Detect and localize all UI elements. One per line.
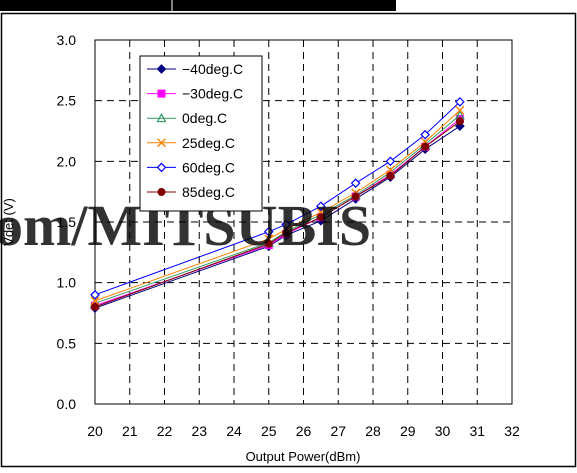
legend-marker (156, 64, 167, 74)
y-axis-label: Vdet (V) (1, 198, 16, 246)
x-tick-label: 28 (365, 423, 381, 439)
x-tick-label: 30 (435, 423, 451, 439)
y-tick-label: 2.5 (57, 93, 77, 109)
series-line (94, 110, 461, 302)
series-5 (91, 117, 464, 311)
data-point (264, 239, 273, 248)
data-point (90, 289, 100, 300)
x-tick-label: 31 (469, 423, 485, 439)
data-point (91, 302, 99, 311)
legend: −40deg.C −30deg.C 0deg.C 25deg.C 60deg.C 85de… (139, 55, 263, 212)
data-point (386, 171, 395, 180)
legend-entry: −40deg.C (147, 61, 243, 77)
legend-marker (157, 138, 166, 148)
x-tick-label: 23 (191, 423, 207, 439)
legend-label: 60deg.C (182, 159, 235, 175)
legend-label: 0deg.C (182, 110, 227, 126)
legend-marker (156, 112, 167, 123)
data-point (316, 201, 326, 212)
x-tick-label: 20 (87, 423, 103, 439)
x-tick-label: 22 (157, 423, 173, 439)
series-line (94, 114, 461, 304)
x-tick-label: 29 (400, 423, 416, 439)
legend-entry: 0deg.C (147, 110, 227, 126)
legend-entry: 25deg.C (147, 135, 235, 151)
series-4 (90, 97, 465, 300)
data-point (351, 192, 360, 201)
legend-label: −40deg.C (182, 61, 243, 77)
data-point (90, 296, 100, 306)
x-tick-label: 32 (504, 423, 520, 439)
x-tick-label: 25 (261, 423, 277, 439)
data-point (421, 142, 430, 151)
legend-label: 85deg.C (182, 184, 235, 200)
x-tick-label: 21 (122, 423, 138, 439)
data-point (455, 97, 465, 107)
y-tick-label: 2.0 (57, 153, 77, 169)
data-point (420, 129, 430, 140)
data-point (281, 219, 291, 230)
legend-entry: 85deg.C (147, 184, 235, 200)
y-tick-label: 1.0 (57, 275, 77, 291)
y-tick-label: 1.5 (57, 214, 77, 230)
data-point (350, 178, 361, 189)
y-tick-label: 3.0 (57, 32, 77, 48)
x-axis-label: Output Power(dBm) (246, 449, 361, 464)
legend-label: 25deg.C (182, 135, 235, 151)
data-point (385, 165, 395, 175)
x-tick-label: 24 (226, 423, 242, 439)
legend-marker (156, 162, 167, 173)
legend-marker (157, 89, 166, 98)
legend-marker (157, 188, 166, 196)
legend-entry: −30deg.C (147, 86, 243, 102)
data-point (455, 117, 464, 126)
header-bar-dark-right (172, 0, 396, 11)
data-point (316, 213, 325, 222)
legend-entry: 60deg.C (147, 159, 235, 175)
data-point (385, 156, 396, 167)
tick-labels: 20 21 22 23 24 25 26 27 28 29 30 31 32 0.0 0.5 1.0 1.5 2.… (57, 32, 520, 439)
series-layer (90, 97, 465, 313)
x-tick-label: 27 (330, 423, 346, 439)
y-tick-label: 0.5 (57, 335, 77, 351)
legend-box (139, 55, 263, 212)
data-point (282, 228, 291, 237)
x-tick-label: 26 (296, 423, 312, 439)
legend-label: −30deg.C (182, 86, 243, 102)
y-tick-label: 0.0 (57, 396, 77, 412)
data-point (263, 226, 274, 237)
header-bar-dark (0, 0, 172, 11)
data-point (455, 105, 465, 115)
